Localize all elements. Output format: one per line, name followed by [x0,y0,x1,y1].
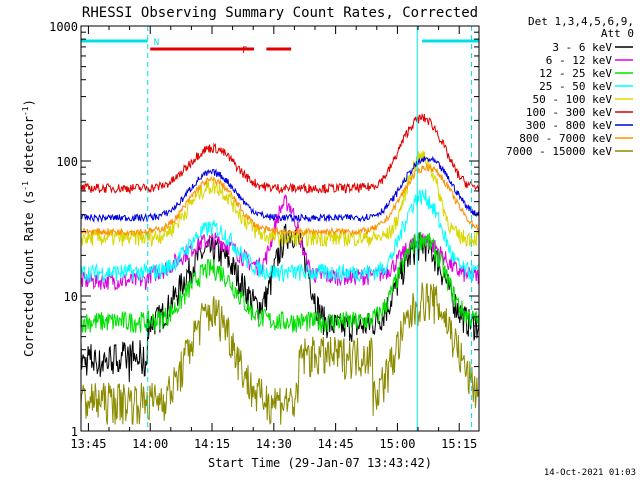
y-tick-label-1: 1 [71,425,78,439]
series-line-9 [80,282,480,425]
x-tick-label-7: 15:15 [441,437,477,451]
x-tick-label-4: 14:30 [256,437,292,451]
x-tick-label-6: 15:00 [379,437,415,451]
legend-label-1: 3 - 6 keV [552,41,612,54]
flag-label-F: F [242,46,247,56]
flag-label-N: N [154,38,159,48]
legend-label-2: 6 - 12 keV [546,54,613,67]
x-axis-label: Start Time (29-Jan-07 13:43:42) [208,456,432,470]
series-line-7 [80,155,480,223]
series-line-4 [80,189,480,283]
y-tick-label-3: 100 [56,155,78,169]
axes: 13:45 14:00 14:15 14:30 14:45 15:00 15:15 1 10 10… [49,20,479,451]
legend-label-7: 300 - 800 keV [526,119,612,132]
legend-label-6: 100 - 300 keV [526,106,612,119]
generation-timestamp: 14-Oct-2021 01:03 [543,468,636,478]
legend-header-1: Det 1,3,4,5,6,9, [528,15,634,28]
legend-label-3: 12 - 25 keV [539,67,612,80]
y-tick-label-2: 10 [64,290,78,304]
x-tick-label-5: 14:45 [318,437,354,451]
legend-label-9: 7000 - 15000 keV [506,145,612,158]
chart-title: RHESSI Observing Summary Count Rates, Co… [82,5,478,21]
legend-header-2: Att 0 [601,27,634,40]
legend-label-8: 800 - 7000 keV [519,132,612,145]
plot-frame [80,25,480,432]
y-tick-label-4: 1000 [49,20,78,34]
x-tick-label-3: 14:15 [194,437,230,451]
legend-label-4: 25 - 50 keV [539,80,612,93]
legend-label-5: 50 - 100 keV [533,93,613,106]
series-line-8 [80,164,480,237]
x-tick-label-1: 13:45 [70,437,106,451]
x-tick-label-2: 14:00 [132,437,168,451]
y-axis-label: Corrected Count Rate (s-1 detector-1) [21,99,36,357]
